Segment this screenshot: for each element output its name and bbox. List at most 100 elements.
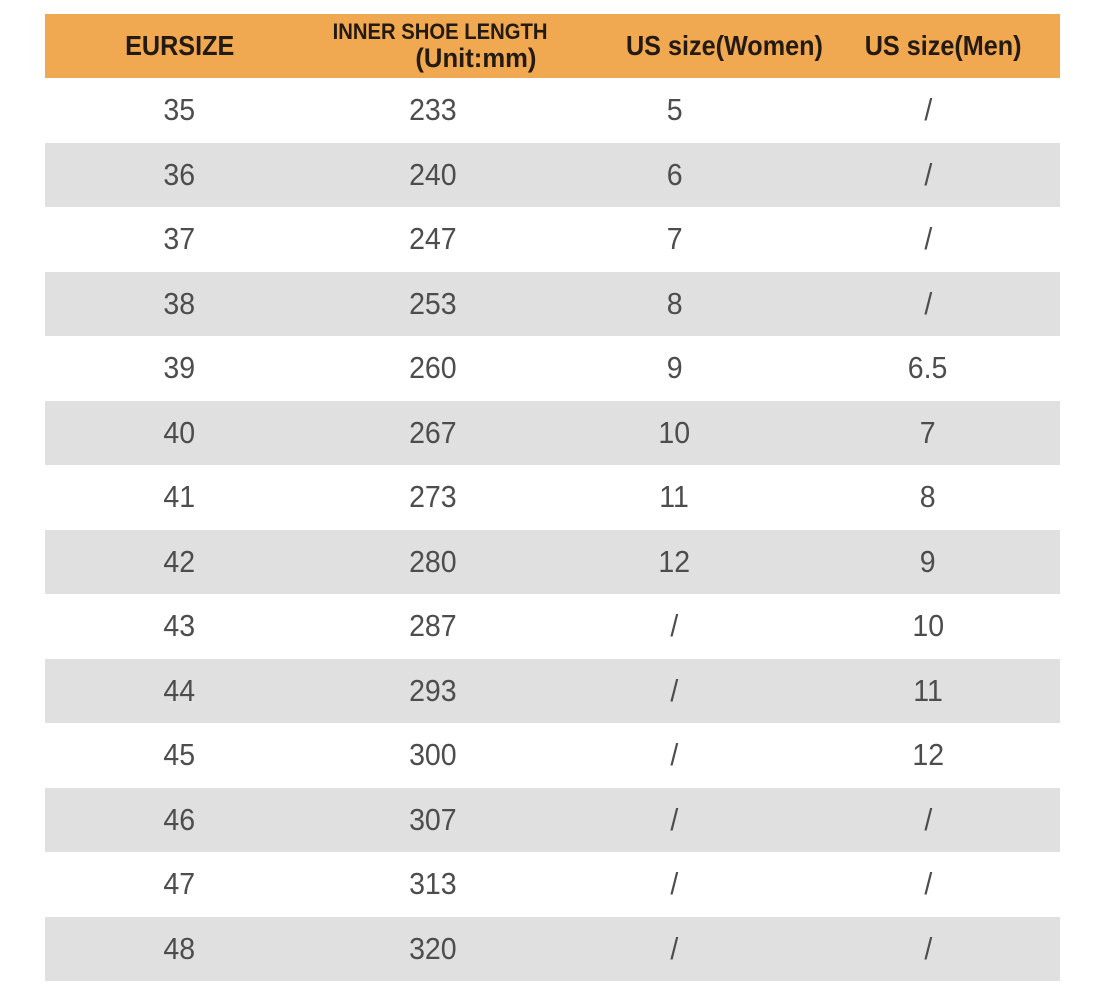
cell-value: 233 [409, 92, 458, 128]
cell-us-size-men: 8 [796, 465, 1060, 530]
cell-value: 313 [409, 866, 458, 902]
cell-value: 11 [659, 479, 690, 515]
cell-us-size-men: / [796, 916, 1060, 981]
cell-value: 37 [163, 221, 196, 257]
cell-value: / [924, 92, 932, 128]
cell-us-size-women: / [552, 658, 797, 723]
cell-value: / [924, 285, 932, 321]
cell-us-size-men: 12 [796, 723, 1060, 788]
cell-inner-length-mm: 320 [313, 916, 553, 981]
cell-value: 280 [409, 543, 458, 579]
table-row: 37 247 7 / [45, 207, 1060, 272]
cell-us-size-women: / [552, 787, 797, 852]
header-eursize-label: EURSIZE [124, 30, 235, 61]
cell-value: 293 [409, 672, 458, 708]
table-row: 47 313 / / [45, 852, 1060, 917]
header-us-size-women: US size(Women) [552, 14, 823, 78]
cell-inner-length-mm: 267 [313, 400, 553, 465]
cell-value: 8 [920, 479, 936, 515]
table-row: 44 293 / 11 [45, 658, 1060, 723]
cell-eu-size: 43 [45, 594, 314, 659]
cell-inner-length-mm: 293 [313, 658, 553, 723]
cell-eu-size: 35 [45, 78, 314, 143]
cell-us-size-women: / [552, 594, 797, 659]
cell-eu-size: 45 [45, 723, 314, 788]
cell-value: / [924, 221, 932, 257]
cell-value: 320 [409, 930, 458, 966]
table-header: EURSIZE INNER SHOE LENGTH (Unit:mm) US s… [45, 14, 1060, 78]
table-row: 48 320 / / [45, 916, 1060, 981]
cell-inner-length-mm: 233 [313, 78, 553, 143]
cell-value: / [670, 672, 679, 708]
table-row: 39 260 9 6.5 [45, 336, 1060, 401]
cell-value: 253 [409, 285, 458, 321]
cell-value: 240 [409, 156, 458, 192]
cell-inner-length-mm: 280 [313, 529, 553, 594]
cell-value: / [670, 930, 679, 966]
cell-eu-size: 44 [45, 658, 314, 723]
cell-value: 42 [163, 543, 196, 579]
cell-us-size-men: / [796, 787, 1060, 852]
header-inner-shoe-length-block: INNER SHOE LENGTH (Unit:mm) [314, 18, 553, 73]
cell-value: 6.5 [908, 350, 948, 386]
header-us-size-men-label: US size(Men) [864, 30, 1022, 61]
cell-value: 247 [409, 221, 458, 257]
cell-inner-length-mm: 247 [313, 207, 553, 272]
cell-inner-length-mm: 313 [313, 852, 553, 917]
cell-inner-length-mm: 287 [313, 594, 553, 659]
table-row: 36 240 6 / [45, 142, 1060, 207]
cell-us-size-men: 6.5 [796, 336, 1060, 401]
size-table: EURSIZE INNER SHOE LENGTH (Unit:mm) US s… [45, 14, 1060, 981]
cell-us-size-women: 12 [552, 529, 797, 594]
cell-eu-size: 42 [45, 529, 314, 594]
cell-us-size-men: 9 [796, 529, 1060, 594]
cell-value: 11 [913, 672, 943, 708]
cell-eu-size: 48 [45, 916, 314, 981]
cell-value: 38 [163, 285, 196, 321]
cell-value: / [670, 866, 679, 902]
cell-value: 12 [912, 737, 944, 773]
size-table-body: 35 233 5 / 36 240 6 / 37 247 7 / 38 253 8 / 39 260 9 6.5 40 2… [45, 78, 1060, 981]
cell-us-size-women: 7 [552, 207, 797, 272]
cell-value: 35 [163, 92, 196, 128]
cell-us-size-women: / [552, 916, 797, 981]
cell-inner-length-mm: 273 [313, 465, 553, 530]
header-eursize: EURSIZE [45, 14, 314, 78]
table-row: 45 300 / 12 [45, 723, 1060, 788]
table-row: 42 280 12 9 [45, 529, 1060, 594]
header-unit-label: (Unit:mm) [415, 42, 537, 73]
cell-value: 7 [666, 221, 683, 257]
cell-value: 39 [163, 350, 196, 386]
cell-value: / [924, 866, 932, 902]
table-row: 40 267 10 7 [45, 400, 1060, 465]
cell-value: 9 [920, 543, 936, 579]
cell-inner-length-mm: 300 [313, 723, 553, 788]
header-inner-shoe-length-label: INNER SHOE LENGTH [332, 18, 548, 44]
cell-value: / [670, 737, 679, 773]
cell-us-size-men: 7 [796, 400, 1060, 465]
cell-value: 46 [163, 801, 196, 837]
table-row: 38 253 8 / [45, 271, 1060, 336]
cell-us-size-men: 11 [796, 658, 1060, 723]
cell-us-size-women: 5 [552, 78, 797, 143]
cell-value: 300 [409, 737, 458, 773]
cell-us-size-men: / [796, 852, 1060, 917]
cell-value: 41 [163, 479, 196, 515]
table-row: 41 273 11 8 [45, 465, 1060, 530]
cell-value: / [924, 156, 932, 192]
cell-value: 8 [666, 285, 683, 321]
cell-us-size-women: 8 [552, 271, 797, 336]
cell-value: 45 [163, 737, 196, 773]
header-row: EURSIZE INNER SHOE LENGTH (Unit:mm) US s… [45, 14, 1060, 78]
table-row: 43 287 / 10 [45, 594, 1060, 659]
cell-inner-length-mm: 253 [313, 271, 553, 336]
cell-us-size-men: 10 [796, 594, 1060, 659]
header-us-size-women-label: US size(Women) [625, 30, 823, 61]
cell-value: 47 [163, 866, 196, 902]
header-us-size-men: US size(Men) [796, 14, 1060, 78]
cell-inner-length-mm: 260 [313, 336, 553, 401]
cell-eu-size: 39 [45, 336, 314, 401]
cell-value: 43 [163, 608, 196, 644]
cell-us-size-men: / [796, 207, 1060, 272]
cell-us-size-women: 11 [552, 465, 797, 530]
